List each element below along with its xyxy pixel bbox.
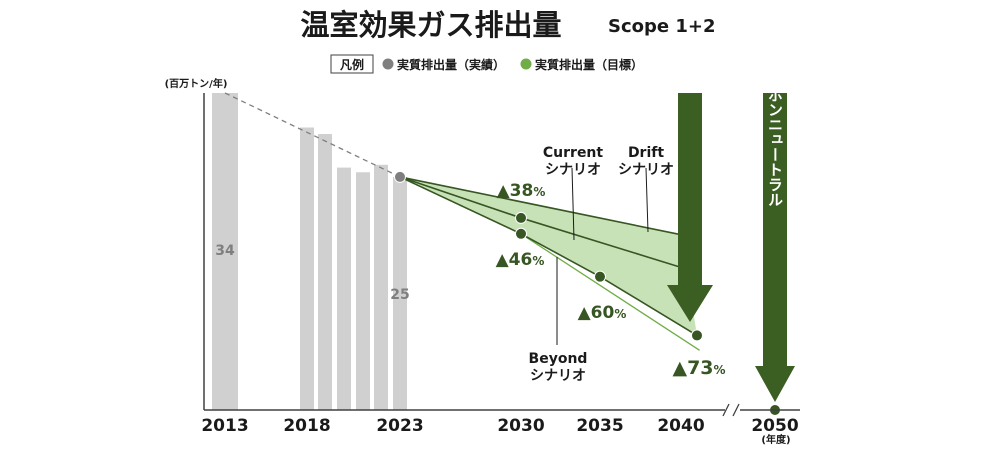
scenario-label-2-line-0: Beyond <box>529 351 588 367</box>
scenario-band <box>400 176 697 336</box>
target-guide-line <box>520 233 700 351</box>
scenario-label-2-line-1: シナリオ <box>530 368 586 384</box>
x-tick-2018: 2018 <box>283 416 330 436</box>
y-axis-unit: (百万トン/年) <box>165 77 228 90</box>
legend-label-1: 実質排出量（目標） <box>535 57 643 72</box>
bar-2023 <box>393 176 407 410</box>
scenario-label-0-line-1: シナリオ <box>545 162 601 178</box>
carbon-neutral-label: カーボンニュートラル <box>766 57 784 207</box>
bar-2018 <box>300 127 314 410</box>
bar-2020 <box>337 167 351 410</box>
scenario-leader-0 <box>571 167 575 241</box>
bar-group: 34 25 <box>212 93 410 410</box>
scenario-label-0-line-0: Current <box>543 145 604 161</box>
x-tick-2030: 2030 <box>497 416 544 436</box>
scenario-lines <box>224 92 700 351</box>
scenario-range-band <box>400 176 697 336</box>
data-points <box>394 170 780 415</box>
legend-label-0: 実質排出量（実績） <box>397 57 505 72</box>
bar-2019 <box>318 134 332 410</box>
arrow-2040 <box>667 93 713 322</box>
bar-2013 <box>212 93 238 410</box>
scenario-leader-1 <box>645 167 649 233</box>
legend-box <box>330 54 374 74</box>
reduction-label-0: ▲38% <box>497 181 546 201</box>
legend-title: 凡例 <box>340 57 364 72</box>
point-2023 <box>394 170 406 183</box>
axis-break-mark <box>722 403 740 417</box>
bar-label-2013: 34 <box>215 243 235 259</box>
target-point-0 <box>515 211 527 224</box>
reduction-label-1: ▲46% <box>496 250 545 270</box>
x-axis-unit: (年度) <box>761 433 790 446</box>
text-labels: 温室効果ガス排出量 Scope 1+2 凡例 実質排出量（実績） 実質排出量（目標） (百… <box>165 8 799 446</box>
x-tick-2035: 2035 <box>576 416 623 436</box>
arrows: カーボンニュートラル <box>667 57 795 402</box>
target-point-3 <box>691 329 703 342</box>
x-tick-2023: 2023 <box>376 416 423 436</box>
scenario-line-0 <box>399 176 682 236</box>
target-point-2 <box>594 270 606 283</box>
target-point-1 <box>515 227 527 240</box>
x-tick-2040: 2040 <box>657 416 704 436</box>
arrow-2050 <box>755 93 795 402</box>
chart-title: 温室効果ガス排出量 <box>300 8 561 42</box>
bar-2022 <box>374 164 388 410</box>
legend-marker-1 <box>520 58 532 70</box>
bar-label-2023: 25 <box>390 287 409 303</box>
axes <box>203 93 800 417</box>
legend-marker-0 <box>382 58 394 70</box>
chart-subtitle: Scope 1+2 <box>608 16 716 37</box>
x-tick-2013: 2013 <box>201 416 248 436</box>
scenario-line-2 <box>399 176 698 337</box>
x-tick-2050: 2050 <box>751 416 798 436</box>
scenario-label-1-line-0: Drift <box>628 145 664 161</box>
reduction-label-2: ▲60% <box>578 303 627 323</box>
reduction-label-3: ▲73% <box>672 357 725 379</box>
bar-2021 <box>356 172 370 410</box>
